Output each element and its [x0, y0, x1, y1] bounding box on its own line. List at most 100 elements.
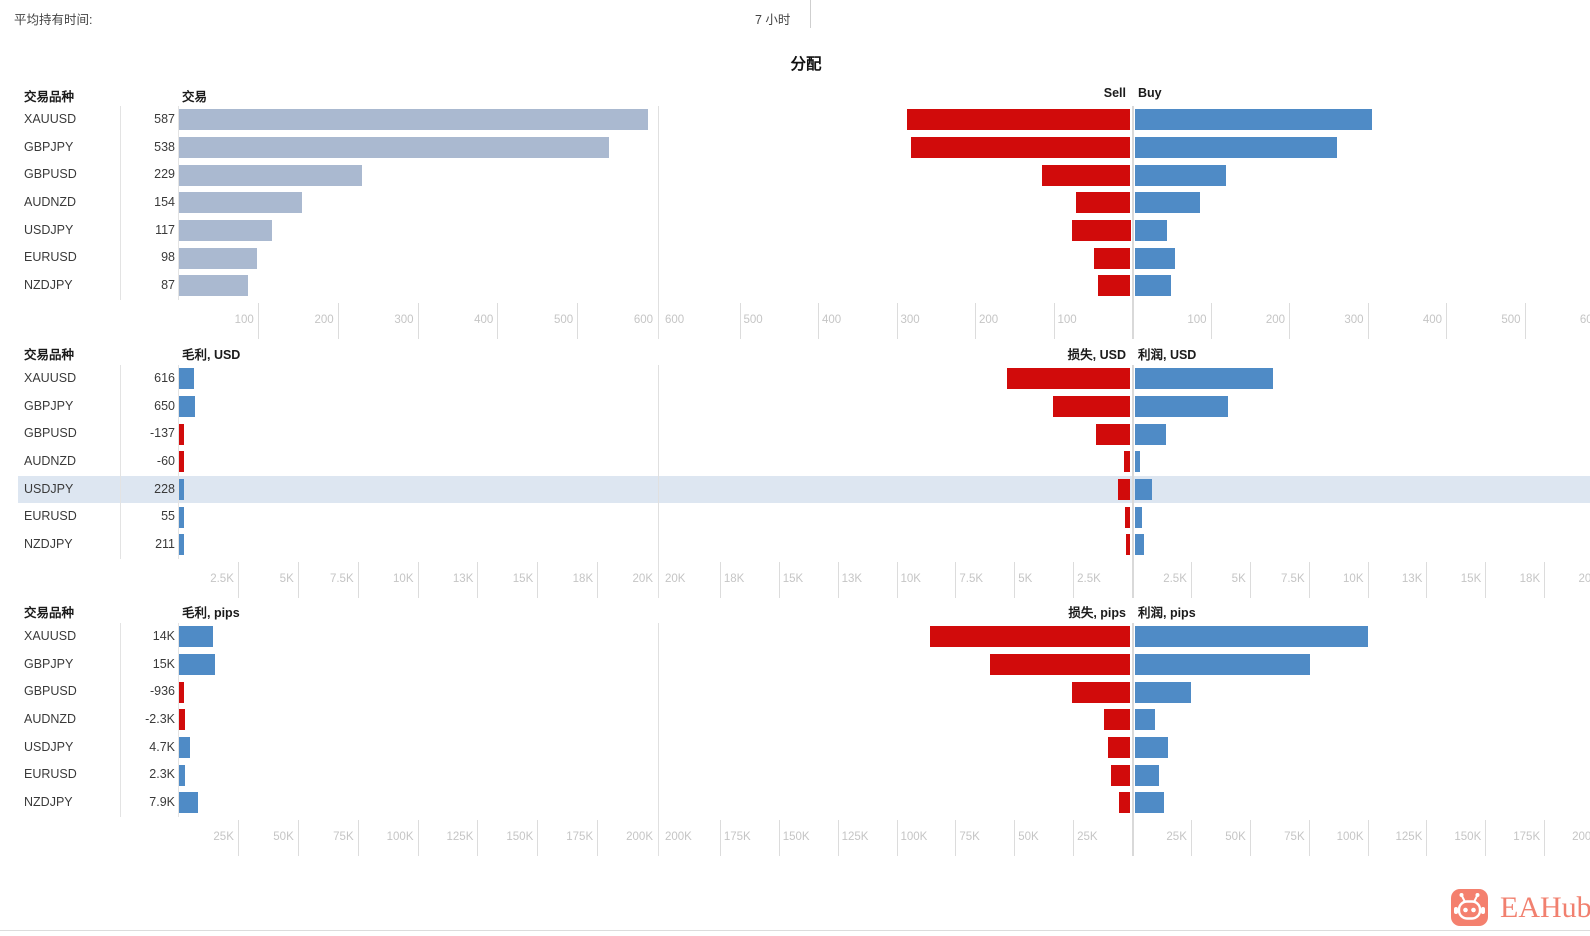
sell-loss-bar[interactable]	[1041, 164, 1131, 186]
avg-holding-time-value: 7 小时	[755, 13, 791, 27]
sell-loss-bar[interactable]	[1075, 192, 1131, 214]
eahub-logo-link[interactable]: EAHub	[1451, 889, 1590, 926]
buy-profit-bar[interactable]	[1134, 247, 1175, 269]
left-axis-zero-line	[178, 365, 179, 559]
selected-row-highlight[interactable]	[18, 475, 1590, 504]
buy-profit-bar[interactable]	[1134, 109, 1372, 131]
sell-loss-bar[interactable]	[1118, 478, 1131, 500]
trades-bar[interactable]	[179, 136, 609, 158]
axis-tick-line	[1426, 561, 1428, 598]
sell-loss-bar[interactable]	[1125, 534, 1131, 556]
axis-tick-label: 100	[1057, 313, 1077, 326]
trades-bar[interactable]	[179, 192, 302, 214]
gross-bar[interactable]	[179, 764, 185, 786]
axis-tick-label: 600	[633, 313, 653, 326]
axis-tick-line	[537, 819, 539, 856]
buy-profit-bar[interactable]	[1134, 653, 1310, 675]
symbol-column-header: 交易品种	[24, 348, 75, 362]
buy-profit-bar[interactable]	[1134, 164, 1226, 186]
gross-bar[interactable]	[179, 478, 185, 500]
trades-bar[interactable]	[179, 219, 273, 241]
sell-loss-bar[interactable]	[906, 109, 1131, 131]
value-label: 15K	[152, 656, 175, 671]
sell-loss-bar[interactable]	[1124, 506, 1131, 528]
gross-bar[interactable]	[179, 626, 213, 648]
buy-profit-bar[interactable]	[1134, 478, 1153, 500]
buy-profit-column-title: Buy	[1138, 86, 1162, 100]
buy-profit-bar[interactable]	[1134, 219, 1168, 241]
sell-loss-bar[interactable]	[910, 136, 1131, 158]
sell-loss-bar[interactable]	[1104, 709, 1131, 731]
gross-bar[interactable]	[179, 736, 191, 758]
sell-loss-bar[interactable]	[1071, 219, 1131, 241]
buy-profit-bar[interactable]	[1134, 709, 1156, 731]
gross-bar[interactable]	[179, 792, 198, 814]
axis-tick-line	[896, 302, 898, 339]
chart-divider-line	[658, 365, 659, 598]
sell-loss-bar[interactable]	[990, 653, 1131, 675]
axis-tick-line	[1249, 561, 1251, 598]
gross-bar[interactable]	[179, 506, 184, 528]
sell-loss-bar[interactable]	[1098, 275, 1131, 297]
sell-loss-bar[interactable]	[1119, 792, 1131, 814]
buy-profit-bar[interactable]	[1134, 626, 1368, 648]
trades-bar[interactable]	[179, 109, 648, 131]
axis-tick-label: 25K	[1077, 830, 1098, 843]
value-label: 4.7K	[149, 739, 175, 754]
gross-bar[interactable]	[179, 423, 184, 445]
axis-tick-label: 175K	[566, 830, 594, 843]
axis-tick-label: 2.5K	[1077, 572, 1101, 585]
gross-bar[interactable]	[179, 534, 185, 556]
axis-tick-line	[357, 561, 359, 598]
axis-tick-line	[1308, 819, 1310, 856]
axis-tick-line	[1367, 561, 1369, 598]
sell-loss-bar[interactable]	[1072, 681, 1131, 703]
sell-loss-bar[interactable]	[930, 626, 1131, 648]
axis-tick-label: 100	[234, 313, 254, 326]
value-label: 229	[154, 167, 175, 182]
buy-profit-bar[interactable]	[1134, 792, 1165, 814]
sell-loss-bar[interactable]	[1093, 247, 1131, 269]
axis-tick-line	[1544, 819, 1546, 856]
buy-profit-bar[interactable]	[1134, 275, 1171, 297]
axis-tick-label: 200K	[665, 830, 692, 843]
trades-bar[interactable]	[179, 164, 362, 186]
gross-bar[interactable]	[179, 368, 194, 390]
axis-tick-line	[955, 819, 957, 856]
sell-loss-bar[interactable]	[1095, 423, 1131, 445]
buy-profit-bar[interactable]	[1134, 192, 1201, 214]
axis-tick-label: 500	[1501, 313, 1521, 326]
buy-profit-bar[interactable]	[1134, 681, 1191, 703]
buy-profit-bar[interactable]	[1134, 451, 1140, 473]
axis-tick-label: 50K	[1018, 830, 1039, 843]
trades-bar[interactable]	[179, 275, 249, 297]
symbol-column-line	[120, 365, 121, 559]
buy-profit-bar[interactable]	[1134, 136, 1338, 158]
symbol-label: USDJPY	[24, 222, 74, 237]
gross-bar[interactable]	[179, 709, 185, 731]
axis-tick-label: 13K	[452, 572, 474, 585]
sell-loss-bar[interactable]	[1007, 368, 1131, 390]
sell-loss-bar[interactable]	[1108, 736, 1131, 758]
axis-tick-line	[357, 819, 359, 856]
gross-bar[interactable]	[179, 653, 215, 675]
gross-bar[interactable]	[179, 451, 184, 473]
buy-profit-bar[interactable]	[1134, 368, 1273, 390]
sell-loss-bar[interactable]	[1123, 451, 1131, 473]
buy-profit-bar[interactable]	[1134, 764, 1160, 786]
buy-profit-bar[interactable]	[1134, 534, 1145, 556]
symbol-label: USDJPY	[24, 481, 74, 496]
sell-loss-bar[interactable]	[1052, 395, 1131, 417]
buy-profit-bar[interactable]	[1134, 395, 1228, 417]
buy-profit-bar[interactable]	[1134, 506, 1142, 528]
sell-loss-column-title: 损失, USD	[1067, 348, 1126, 362]
axis-tick-label: 15K	[512, 572, 534, 585]
gross-bar[interactable]	[179, 395, 195, 417]
axis-tick-label: 25K	[213, 830, 234, 843]
sell-loss-bar[interactable]	[1111, 764, 1131, 786]
trades-bar[interactable]	[179, 247, 258, 269]
gross-bar[interactable]	[179, 681, 184, 703]
buy-profit-bar[interactable]	[1134, 736, 1168, 758]
axis-tick-line	[1367, 819, 1369, 856]
buy-profit-bar[interactable]	[1134, 423, 1167, 445]
